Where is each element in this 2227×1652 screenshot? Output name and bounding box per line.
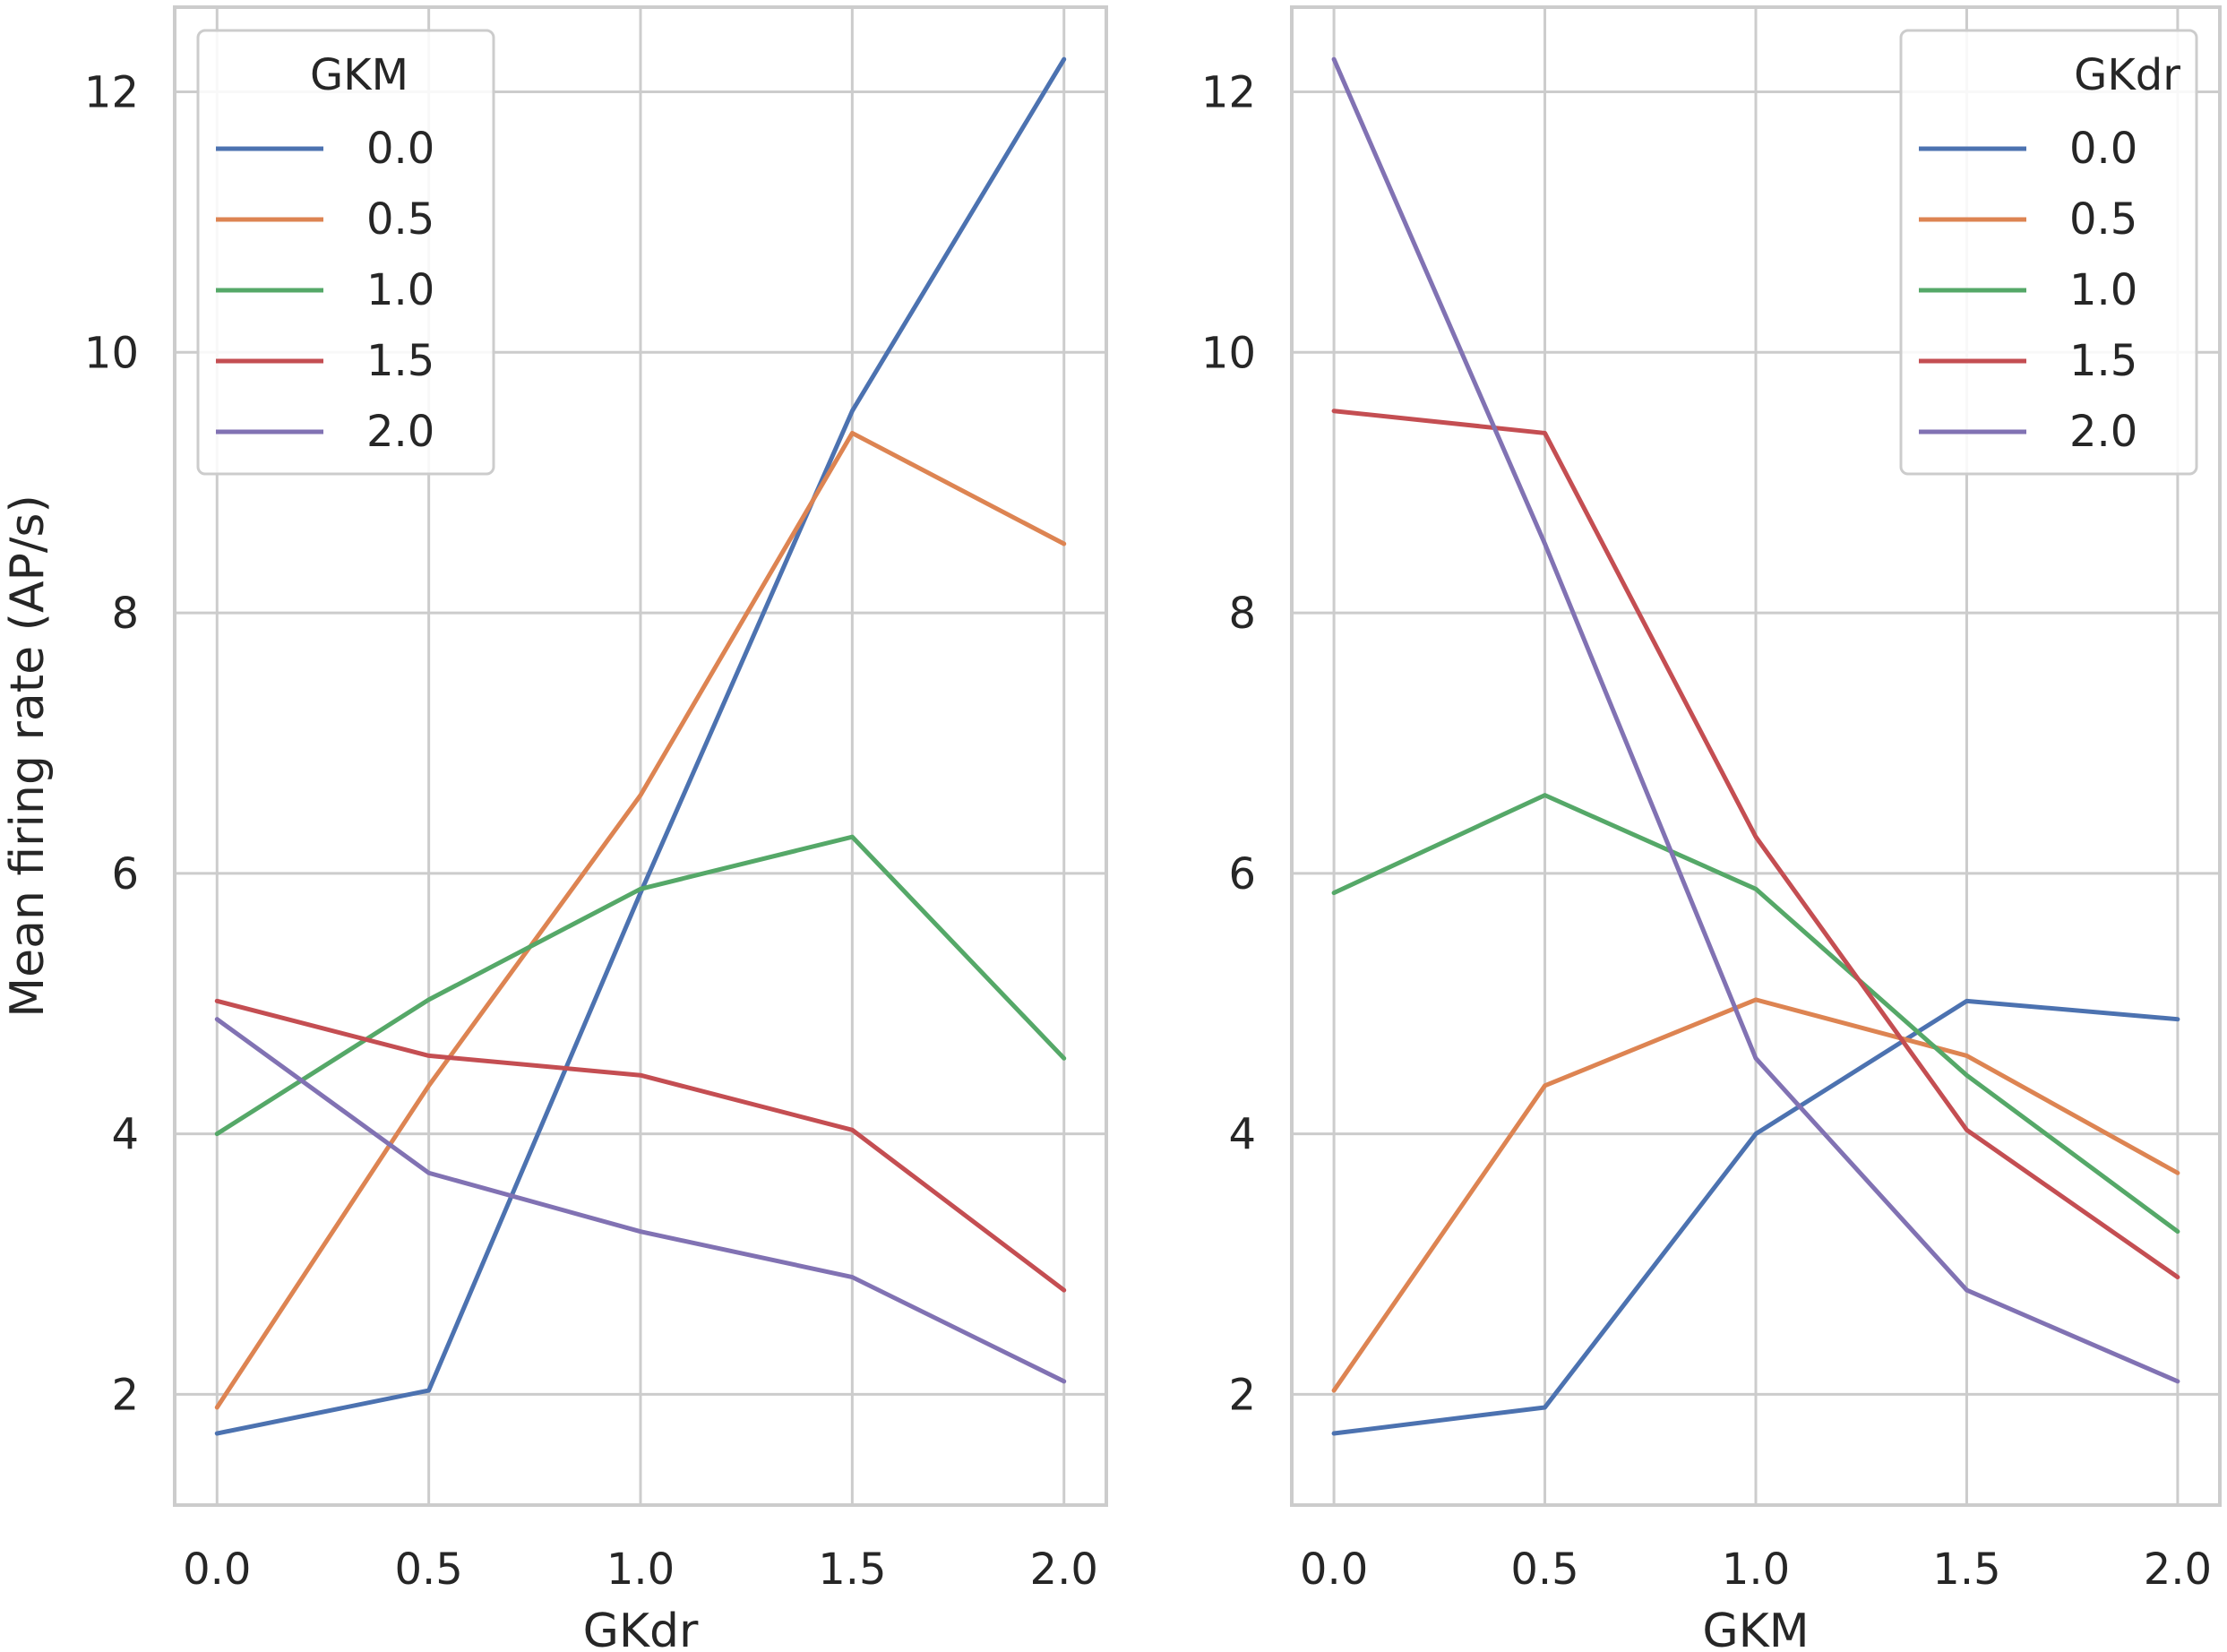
x-tick-label: 0.5 (394, 1544, 462, 1595)
legend-item: 0.0 (216, 124, 434, 174)
legend-item: 1.5 (216, 336, 434, 386)
series-line-0.5 (1331, 997, 2180, 1393)
panel-1: 0.0 0.5 1.0 1.5 2.0 2 4 6 8 10 12 GKdr GKM 0.0 0.5 1.0 1… (84, 5, 1108, 1652)
x-axis-title: GKdr (583, 1605, 699, 1652)
legend-item: 1.0 (1919, 265, 2137, 315)
legend-item: 2.0 (1919, 407, 2137, 457)
legend: GKM 0.0 0.5 1.0 1.5 2.0 (196, 29, 495, 476)
y-tick-label: 10 (84, 328, 139, 378)
y-axis-title: Mean firing rate (AP/s) (1, 495, 55, 1018)
series-lines (214, 56, 1067, 1436)
legend-item: 0.0 (1919, 124, 2137, 174)
legend-label: 2.0 (2069, 407, 2137, 457)
series-line-1.0 (1331, 793, 2180, 1235)
legend-label: 1.5 (366, 336, 434, 386)
legend-label: 1.0 (2069, 265, 2137, 315)
series-line-0.0 (214, 56, 1067, 1436)
y-tick-label: 2 (111, 1370, 139, 1420)
plot-frame (1290, 5, 2222, 1507)
x-tick-label: 0.0 (183, 1544, 251, 1595)
legend-item: 0.5 (216, 194, 434, 245)
legend-item: 0.5 (1919, 194, 2137, 245)
x-axis-title: GKM (1702, 1605, 1809, 1652)
series-line-1.5 (214, 998, 1067, 1293)
x-tick-label: 0.0 (1300, 1544, 1368, 1595)
x-tick-label: 2.0 (1030, 1544, 1098, 1595)
y-tick-label: 8 (111, 589, 139, 639)
y-tick-label: 12 (84, 68, 139, 118)
series-line-2.0 (214, 1017, 1067, 1384)
y-tick-label: 12 (1201, 68, 1256, 118)
x-tick-label: 0.5 (1510, 1544, 1578, 1595)
series-lines (1331, 56, 2180, 1436)
legend-label: 0.5 (366, 194, 434, 245)
legend: GKdr 0.0 0.5 1.0 1.5 2.0 (1899, 29, 2198, 476)
series-line-0.5 (214, 430, 1067, 1410)
legend-item: 2.0 (216, 407, 434, 457)
legend-label: 0.0 (366, 124, 434, 174)
y-tick-label: 2 (1228, 1370, 1256, 1420)
legend-title: GKM (310, 50, 408, 100)
legend-item: 1.0 (216, 265, 434, 315)
y-tick-label: 8 (1228, 589, 1256, 639)
y-tick-label: 6 (1228, 849, 1256, 899)
x-tick-label: 1.0 (606, 1544, 675, 1595)
series-line-2.0 (1331, 56, 2180, 1384)
legend-label: 1.0 (366, 265, 434, 315)
legend-label: 2.0 (366, 407, 434, 457)
legend-label: 0.0 (2069, 124, 2137, 174)
x-tick-label: 1.5 (1932, 1544, 2000, 1595)
x-tick-label: 1.0 (1722, 1544, 1790, 1595)
series-line-1.0 (214, 834, 1067, 1137)
legend-label: 1.5 (2069, 336, 2137, 386)
plot-frame (173, 5, 1108, 1507)
x-tick-label: 2.0 (2144, 1544, 2212, 1595)
y-tick-label: 6 (111, 849, 139, 899)
y-tick-label: 10 (1201, 328, 1256, 378)
legend-label: 0.5 (2069, 194, 2137, 245)
series-line-0.0 (1331, 998, 2180, 1436)
series-line-1.5 (1331, 409, 2180, 1280)
legend-item: 1.5 (1919, 336, 2137, 386)
panel-2: 0.0 0.5 1.0 1.5 2.0 2 4 6 8 10 12 GKM GKdr 0.0 0.5 1.0 1… (1201, 5, 2222, 1652)
y-tick-label: 4 (111, 1110, 139, 1160)
legend-title: GKdr (2074, 50, 2180, 100)
y-tick-label: 4 (1228, 1110, 1256, 1160)
x-tick-label: 1.5 (818, 1544, 886, 1595)
